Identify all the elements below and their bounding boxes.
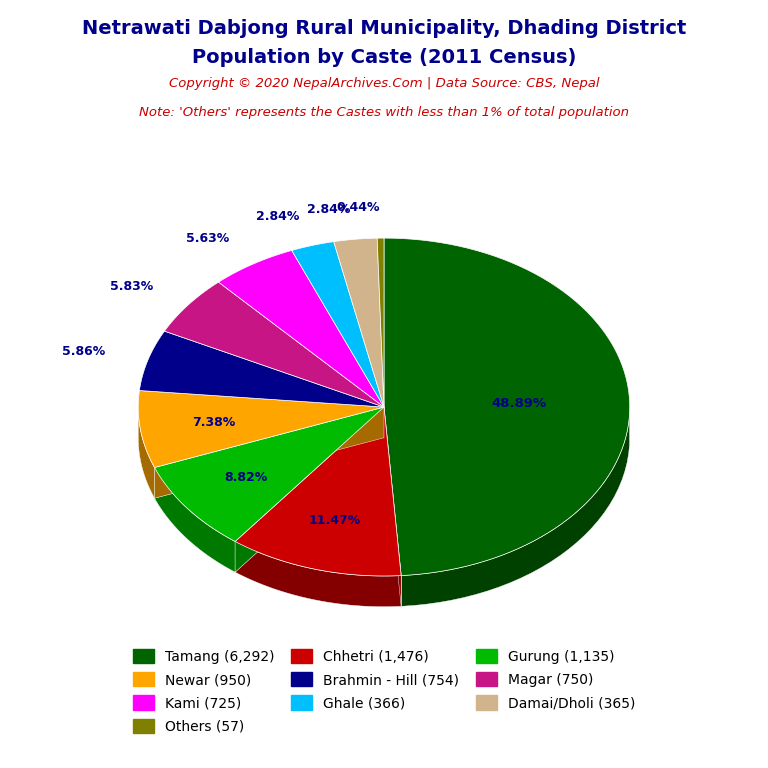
- Text: 8.82%: 8.82%: [225, 472, 268, 485]
- Text: Copyright © 2020 NepalArchives.Com | Data Source: CBS, Nepal: Copyright © 2020 NepalArchives.Com | Dat…: [169, 77, 599, 90]
- Polygon shape: [138, 390, 384, 468]
- Polygon shape: [219, 250, 384, 407]
- Polygon shape: [401, 414, 630, 606]
- Polygon shape: [154, 407, 384, 498]
- Text: 2.84%: 2.84%: [257, 210, 300, 223]
- Polygon shape: [154, 407, 384, 498]
- Polygon shape: [334, 238, 384, 407]
- Text: Population by Caste (2011 Census): Population by Caste (2011 Census): [192, 48, 576, 67]
- Polygon shape: [377, 238, 384, 407]
- Polygon shape: [154, 407, 384, 541]
- Polygon shape: [164, 282, 384, 407]
- Text: 5.83%: 5.83%: [110, 280, 153, 293]
- Polygon shape: [138, 408, 154, 498]
- Polygon shape: [235, 407, 384, 572]
- Text: Netrawati Dabjong Rural Municipality, Dhading District: Netrawati Dabjong Rural Municipality, Dh…: [82, 19, 686, 38]
- Text: 5.86%: 5.86%: [62, 345, 105, 358]
- Polygon shape: [140, 331, 384, 407]
- Text: 48.89%: 48.89%: [492, 397, 547, 410]
- Polygon shape: [384, 407, 401, 606]
- Text: 7.38%: 7.38%: [192, 416, 235, 429]
- Text: 0.44%: 0.44%: [336, 201, 380, 214]
- Text: Note: 'Others' represents the Castes with less than 1% of total population: Note: 'Others' represents the Castes wit…: [139, 106, 629, 119]
- Polygon shape: [235, 541, 401, 607]
- Polygon shape: [292, 242, 384, 407]
- Polygon shape: [235, 407, 401, 576]
- Polygon shape: [384, 238, 630, 575]
- Text: 2.84%: 2.84%: [306, 203, 350, 216]
- Polygon shape: [384, 407, 401, 606]
- Text: 11.47%: 11.47%: [309, 514, 361, 527]
- Polygon shape: [154, 468, 235, 572]
- Legend: Tamang (6,292), Newar (950), Kami (725), Others (57), Chhetri (1,476), Brahmin -: Tamang (6,292), Newar (950), Kami (725),…: [133, 649, 635, 733]
- Polygon shape: [235, 407, 384, 572]
- Text: 5.63%: 5.63%: [187, 232, 230, 245]
